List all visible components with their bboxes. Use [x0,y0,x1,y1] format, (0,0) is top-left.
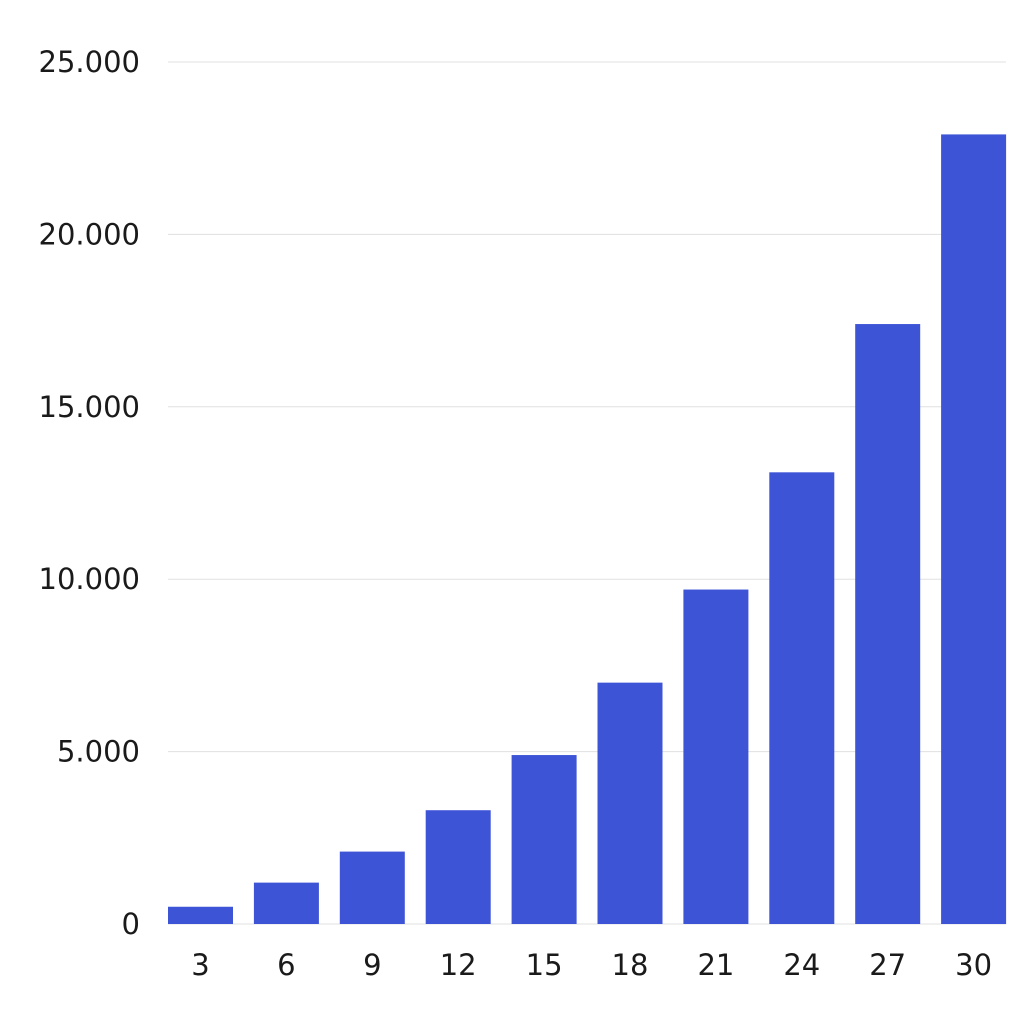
x-tick-label: 12 [440,948,477,982]
bar-3 [168,906,233,924]
bar-27 [855,324,921,925]
bar-12 [425,810,491,924]
y-tick-label: 5.000 [57,735,140,769]
bar-24 [769,472,835,924]
bar-21 [683,589,749,924]
bar-15 [511,755,577,924]
x-tick-label: 30 [955,948,992,982]
x-tick-label: 9 [363,948,381,982]
bar-18 [597,682,663,924]
y-tick-label: 10.000 [39,562,140,596]
y-tick-label: 15.000 [39,390,140,424]
x-tick-label: 6 [277,948,295,982]
y-tick-label: 0 [122,907,140,941]
bar-30 [941,134,1007,924]
y-tick-label: 20.000 [39,217,140,251]
x-tick-label: 24 [783,948,820,982]
bar-9 [339,851,405,924]
x-tick-label: 18 [612,948,649,982]
x-tick-label: 21 [697,948,734,982]
bars [168,134,1007,925]
y-axis-tick-labels: 0 5.000 10.000 15.000 20.000 25.000 [39,45,140,941]
x-axis-tick-labels: 3 6 9 12 15 18 21 24 27 30 [191,948,992,982]
x-tick-label: 3 [191,948,209,982]
x-tick-label: 27 [869,948,906,982]
bar-6 [253,882,319,924]
y-tick-label: 25.000 [39,45,140,79]
x-tick-label: 15 [526,948,563,982]
